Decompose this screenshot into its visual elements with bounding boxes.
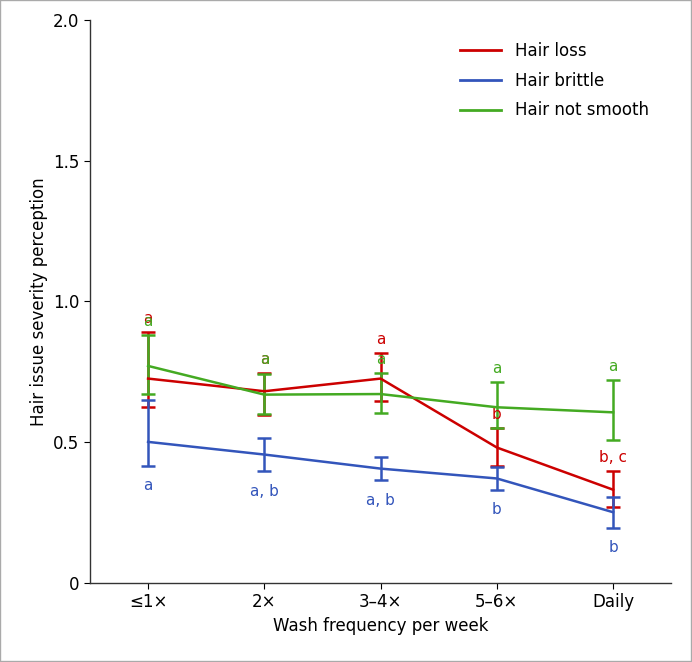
- Text: b, c: b, c: [599, 450, 627, 465]
- Text: a: a: [260, 352, 269, 367]
- Text: a: a: [376, 352, 385, 367]
- Text: b: b: [492, 406, 502, 422]
- Text: a: a: [143, 479, 153, 493]
- Text: a, b: a, b: [366, 493, 395, 508]
- Text: b: b: [492, 502, 502, 518]
- Text: a: a: [608, 359, 618, 374]
- Text: a, b: a, b: [250, 484, 279, 499]
- Text: a: a: [143, 314, 153, 329]
- Legend: Hair loss, Hair brittle, Hair not smooth: Hair loss, Hair brittle, Hair not smooth: [451, 34, 657, 128]
- Text: a: a: [376, 332, 385, 347]
- Text: b: b: [608, 540, 618, 555]
- Text: a: a: [260, 352, 269, 367]
- Y-axis label: Hair issue severity perception: Hair issue severity perception: [30, 177, 48, 426]
- Text: a: a: [143, 311, 153, 326]
- Text: a: a: [492, 361, 502, 376]
- X-axis label: Wash frequency per week: Wash frequency per week: [273, 616, 489, 635]
